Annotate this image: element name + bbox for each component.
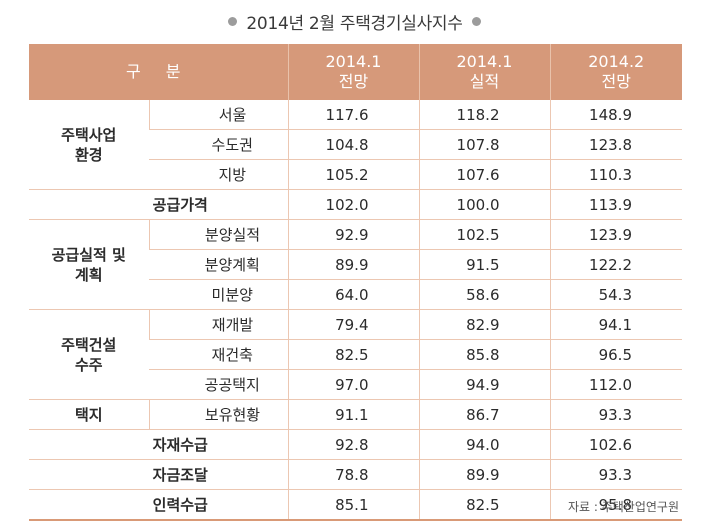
group-label-line: 주택건설: [61, 335, 117, 354]
value-cell: 118.2: [418, 100, 550, 130]
group-label: 주택건설 수주: [29, 309, 149, 400]
row-label: 자금조달: [29, 459, 288, 490]
value-cell: 102.6: [549, 429, 682, 460]
group-label-line: 주택사업: [61, 125, 117, 144]
table-row: 공급가격 102.0 100.0 113.9: [29, 189, 682, 220]
value-cell: 93.3: [549, 459, 682, 490]
group-label-line: 계획: [74, 265, 103, 284]
value-cell: 54.3: [549, 279, 682, 310]
table-row: 자재수급 92.8 94.0 102.6: [29, 429, 682, 460]
table-title-text: 2014년 2월 주택경기실사지수: [246, 13, 463, 34]
value-cell: 104.8: [287, 129, 419, 160]
value-cell: 82.5: [418, 489, 550, 520]
value-cell: 85.8: [418, 339, 550, 370]
sub-category: 분양계획: [149, 249, 288, 280]
value-cell: 79.4: [287, 309, 419, 340]
bullet-dot-right: [471, 16, 481, 26]
header-col2: 2014.1 실적: [418, 44, 550, 100]
value-cell: 122.2: [549, 249, 682, 280]
value-cell: 82.5: [287, 339, 419, 370]
value-cell: 107.8: [418, 129, 550, 160]
value-cell: 117.6: [287, 100, 419, 130]
value-cell: 102.5: [418, 219, 550, 250]
sub-category: 재개발: [148, 309, 288, 340]
header-row: 구 분 2014.1 전망 2014.1 실적 2014.2 전망: [29, 44, 682, 100]
value-cell: 82.9: [418, 309, 550, 340]
sub-category: 미분양: [149, 279, 288, 310]
table-row: 택지 보유현황 91.1 86.7 93.3: [29, 399, 682, 430]
header-col1: 2014.1 전망: [287, 44, 419, 100]
bullet-dot-left: [228, 16, 238, 26]
value-cell: 93.3: [549, 399, 682, 430]
table-row: 수도권 104.8 107.8 123.8: [29, 129, 682, 160]
value-cell: 85.1: [287, 489, 419, 520]
group-label-line: 수주: [74, 355, 103, 374]
table-row: 인력수급 85.1 82.5 95.8: [29, 489, 682, 520]
value-cell: 89.9: [418, 459, 550, 490]
table-row: 분양계획 89.9 91.5 122.2: [29, 249, 682, 280]
group-label-line: 환경: [74, 145, 103, 164]
value-cell: 94.1: [549, 309, 682, 340]
sub-category: 분양실적: [148, 219, 288, 250]
value-cell: 107.6: [418, 159, 550, 190]
value-cell: 58.6: [418, 279, 550, 310]
table-title: 2014년 2월 주택경기실사지수: [0, 8, 709, 34]
table-row: 공급실적 및 계획 분양실적 92.9 102.5 123.9: [29, 219, 682, 310]
value-cell: 105.2: [287, 159, 419, 190]
table-row: 지방 105.2 107.6 110.3: [29, 159, 682, 190]
group-label-line: 공급실적 및: [51, 245, 126, 264]
row-label: 인력수급: [29, 489, 288, 520]
value-cell: 89.9: [287, 249, 419, 280]
group-label: 택지: [29, 399, 149, 430]
housing-index-table: 구 분 2014.1 전망 2014.1 실적 2014.2 전망 주택사업 환경 서울 1…: [29, 44, 682, 521]
value-cell: 78.8: [287, 459, 419, 490]
value-cell: 123.8: [549, 129, 682, 160]
header-category: 구 분: [29, 44, 288, 100]
sub-category: 재건축: [149, 339, 288, 370]
value-cell: 96.5: [549, 339, 682, 370]
header-col3: 2014.2 전망: [549, 44, 682, 100]
value-cell: 94.9: [418, 369, 550, 400]
table-row: 자금조달 78.8 89.9 93.3: [29, 459, 682, 490]
table-row: 주택사업 환경 서울 117.6 118.2 148.9: [29, 100, 682, 164]
value-cell: 112.0: [549, 369, 682, 400]
value-cell: 110.3: [549, 159, 682, 190]
group-label: 공급실적 및 계획: [29, 219, 149, 310]
value-cell: 94.0: [418, 429, 550, 460]
value-cell: 100.0: [418, 189, 550, 220]
value-cell: 95.8: [549, 489, 682, 520]
sub-category: 보유현황: [148, 399, 288, 430]
sub-category: 수도권: [149, 129, 288, 160]
value-cell: 113.9: [549, 189, 682, 220]
group-label: 주택사업 환경: [29, 100, 149, 190]
table-row: 공공택지 97.0 94.9 112.0: [29, 369, 682, 400]
value-cell: 92.8: [287, 429, 419, 460]
table-row: 주택건설 수주 재개발 79.4 82.9 94.1: [29, 309, 682, 400]
row-label: 자재수급: [29, 429, 288, 460]
value-cell: 102.0: [287, 189, 419, 220]
sub-category: 서울: [148, 100, 288, 130]
group-label-line: 택지: [74, 405, 103, 424]
sub-category: 지방: [149, 159, 288, 190]
value-cell: 91.5: [418, 249, 550, 280]
value-cell: 91.1: [287, 399, 419, 430]
source-note: 자료 : 주택산업연구원: [567, 500, 679, 514]
value-cell: 97.0: [287, 369, 419, 400]
row-label: 공급가격: [29, 189, 288, 220]
table-row: 재건축 82.5 85.8 96.5: [29, 339, 682, 370]
value-cell: 148.9: [549, 100, 682, 130]
table-row: 미분양 64.0 58.6 54.3: [29, 279, 682, 310]
value-cell: 86.7: [418, 399, 550, 430]
value-cell: 92.9: [287, 219, 419, 250]
sub-category: 공공택지: [149, 369, 288, 400]
value-cell: 123.9: [549, 219, 682, 250]
value-cell: 64.0: [287, 279, 419, 310]
